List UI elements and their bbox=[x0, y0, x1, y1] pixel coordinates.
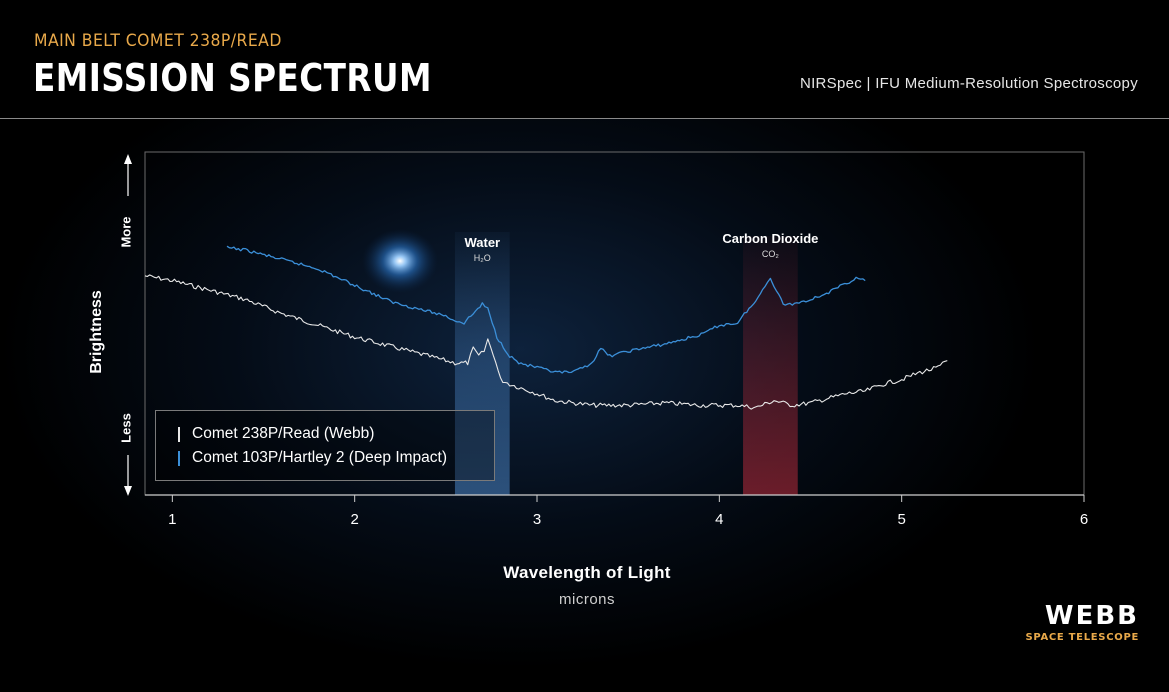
y-axis-less-label: Less bbox=[118, 413, 134, 443]
x-tick-label: 3 bbox=[533, 511, 541, 528]
webb-logo-subtitle: SPACE TELESCOPE bbox=[1025, 632, 1139, 643]
series-line-webb bbox=[144, 274, 948, 410]
y-axis-label: Brightness bbox=[88, 290, 105, 374]
x-axis-title: Wavelength of Light bbox=[503, 563, 671, 582]
chart-title: EMISSION SPECTRUM bbox=[33, 56, 432, 100]
legend-label-webb: Comet 238P/Read (Webb) bbox=[192, 425, 375, 442]
band-water bbox=[454, 232, 510, 495]
band-label-co2: Carbon Dioxide bbox=[722, 231, 818, 246]
instrument-label: NIRSpec | IFU Medium-Resolution Spectros… bbox=[799, 75, 1138, 92]
comet-glow-image bbox=[362, 229, 438, 293]
legend-swatch-hartley bbox=[178, 450, 180, 466]
band-formula-co2: CO₂ bbox=[762, 249, 780, 259]
x-tick-label: 6 bbox=[1080, 511, 1088, 528]
legend-swatch-webb bbox=[178, 426, 180, 442]
header-divider bbox=[0, 118, 1169, 119]
legend-item-webb: Comet 238P/Read (Webb) bbox=[178, 424, 374, 444]
x-tick-label: 2 bbox=[351, 511, 359, 528]
series-line-hartley bbox=[226, 245, 866, 374]
chart-legend: Comet 238P/Read (Webb) Comet 103P/Hartle… bbox=[155, 410, 495, 481]
arrow-down-icon bbox=[124, 486, 132, 496]
chart-background bbox=[0, 119, 1169, 692]
arrow-up-icon bbox=[124, 154, 132, 164]
x-tick-label: 4 bbox=[715, 511, 723, 528]
legend-label-hartley: Comet 103P/Hartley 2 (Deep Impact) bbox=[192, 449, 447, 466]
webb-logo: WEBB bbox=[1044, 601, 1139, 631]
x-tick-label: 1 bbox=[168, 511, 176, 528]
x-tick-label: 5 bbox=[897, 511, 905, 528]
y-axis-more-label: More bbox=[118, 216, 134, 248]
band-formula-water: H₂O bbox=[474, 253, 491, 263]
header: MAIN BELT COMET 238P/READ EMISSION SPECT… bbox=[0, 0, 1169, 118]
band-co2 bbox=[743, 236, 798, 495]
band-label-water: Water bbox=[464, 235, 500, 250]
legend-item-hartley: Comet 103P/Hartley 2 (Deep Impact) bbox=[178, 448, 447, 468]
x-axis-units: microns bbox=[558, 591, 616, 608]
chart-kicker: MAIN BELT COMET 238P/READ bbox=[34, 31, 282, 51]
